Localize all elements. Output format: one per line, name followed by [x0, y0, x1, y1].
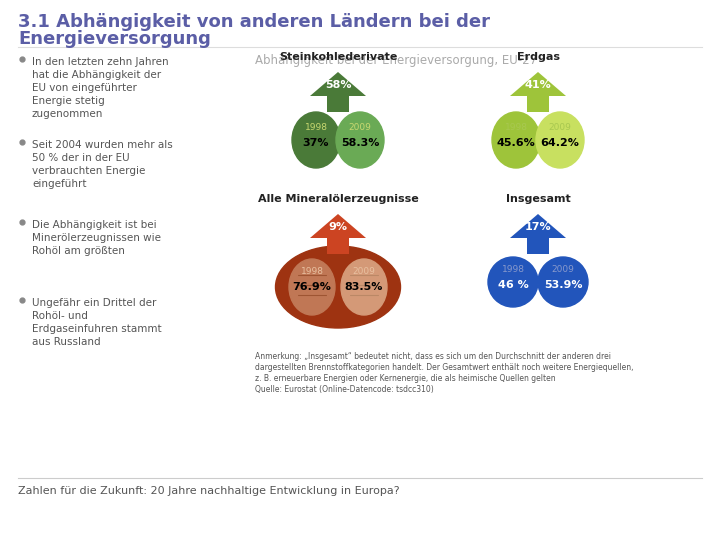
Text: Abhängigkeit bei der Energieversorgung, EU-27: Abhängigkeit bei der Energieversorgung, …	[255, 54, 537, 67]
Text: 50 % der in der EU: 50 % der in der EU	[32, 153, 130, 163]
Text: 2009: 2009	[353, 267, 375, 276]
Text: Die Abhängigkeit ist bei: Die Abhängigkeit ist bei	[32, 220, 157, 230]
Text: Energieversorgung: Energieversorgung	[18, 30, 211, 48]
Text: verbrauchten Energie: verbrauchten Energie	[32, 166, 145, 176]
Text: 45.6%: 45.6%	[497, 138, 536, 148]
Text: zugenommen: zugenommen	[32, 109, 104, 119]
Text: dargestellten Brennstoffkategorien handelt. Der Gesamtwert enthält noch weitere : dargestellten Brennstoffkategorien hande…	[255, 363, 634, 372]
Text: Zahlen für die Zukunft: 20 Jahre nachhaltige Entwicklung in Europa?: Zahlen für die Zukunft: 20 Jahre nachhal…	[18, 486, 400, 496]
Text: Ungefähr ein Drittel der: Ungefähr ein Drittel der	[32, 298, 156, 308]
Polygon shape	[510, 72, 566, 112]
Text: 58%: 58%	[325, 80, 351, 90]
Ellipse shape	[336, 112, 384, 168]
Text: 76.9%: 76.9%	[292, 282, 331, 292]
Text: 3.1 Abhängigkeit von anderen Ländern bei der: 3.1 Abhängigkeit von anderen Ländern bei…	[18, 13, 490, 31]
Polygon shape	[510, 214, 566, 254]
Text: Quelle: Eurostat (Online-Datencode: tsdcc310): Quelle: Eurostat (Online-Datencode: tsdc…	[255, 385, 433, 394]
Text: 37%: 37%	[302, 138, 329, 148]
Text: 53.9%: 53.9%	[544, 280, 582, 290]
Ellipse shape	[492, 112, 540, 168]
Text: 1998: 1998	[505, 123, 528, 132]
Text: 64.2%: 64.2%	[541, 138, 580, 148]
Text: Steinkohlederivate: Steinkohlederivate	[279, 52, 397, 62]
Ellipse shape	[488, 257, 538, 307]
Ellipse shape	[276, 246, 400, 328]
Text: 1998: 1998	[502, 266, 524, 274]
Ellipse shape	[292, 112, 340, 168]
Ellipse shape	[341, 259, 387, 315]
Text: Rohöl- und: Rohöl- und	[32, 311, 88, 321]
Ellipse shape	[536, 112, 584, 168]
Text: Alle Mineralölerzeugnisse: Alle Mineralölerzeugnisse	[258, 194, 418, 204]
Ellipse shape	[538, 257, 588, 307]
Text: 41%: 41%	[525, 80, 552, 90]
Text: 2009: 2009	[549, 123, 572, 132]
Text: EU von eingeführter: EU von eingeführter	[32, 83, 137, 93]
Text: Erdgas: Erdgas	[516, 52, 559, 62]
Text: Energie stetig: Energie stetig	[32, 96, 104, 106]
Text: 9%: 9%	[328, 222, 348, 232]
Text: 83.5%: 83.5%	[345, 282, 383, 292]
Text: 2009: 2009	[348, 123, 372, 132]
Text: Insgesamt: Insgesamt	[505, 194, 570, 204]
Text: 17%: 17%	[525, 222, 552, 232]
Text: eingeführt: eingeführt	[32, 179, 86, 189]
Text: 2009: 2009	[552, 266, 575, 274]
Text: Minerölerzeugnissen wie: Minerölerzeugnissen wie	[32, 233, 161, 243]
Text: 58.3%: 58.3%	[341, 138, 379, 148]
Text: 46 %: 46 %	[498, 280, 528, 290]
Text: 1998: 1998	[305, 123, 328, 132]
Text: z. B. erneuerbare Energien oder Kernenergie, die als heimische Quellen gelten: z. B. erneuerbare Energien oder Kernener…	[255, 374, 556, 383]
Text: hat die Abhängigkeit der: hat die Abhängigkeit der	[32, 70, 161, 80]
Polygon shape	[310, 72, 366, 112]
Polygon shape	[310, 214, 366, 254]
Ellipse shape	[289, 259, 335, 315]
Text: Seit 2004 wurden mehr als: Seit 2004 wurden mehr als	[32, 140, 173, 150]
Text: Erdgaseinfuhren stammt: Erdgaseinfuhren stammt	[32, 324, 161, 334]
Text: aus Russland: aus Russland	[32, 337, 101, 347]
Text: Rohöl am größten: Rohöl am größten	[32, 246, 125, 256]
Text: Anmerkung: „Insgesamt“ bedeutet nicht, dass es sich um den Durchschnitt der ande: Anmerkung: „Insgesamt“ bedeutet nicht, d…	[255, 352, 611, 361]
Text: 1998: 1998	[300, 267, 323, 276]
Text: In den letzten zehn Jahren: In den letzten zehn Jahren	[32, 57, 168, 67]
